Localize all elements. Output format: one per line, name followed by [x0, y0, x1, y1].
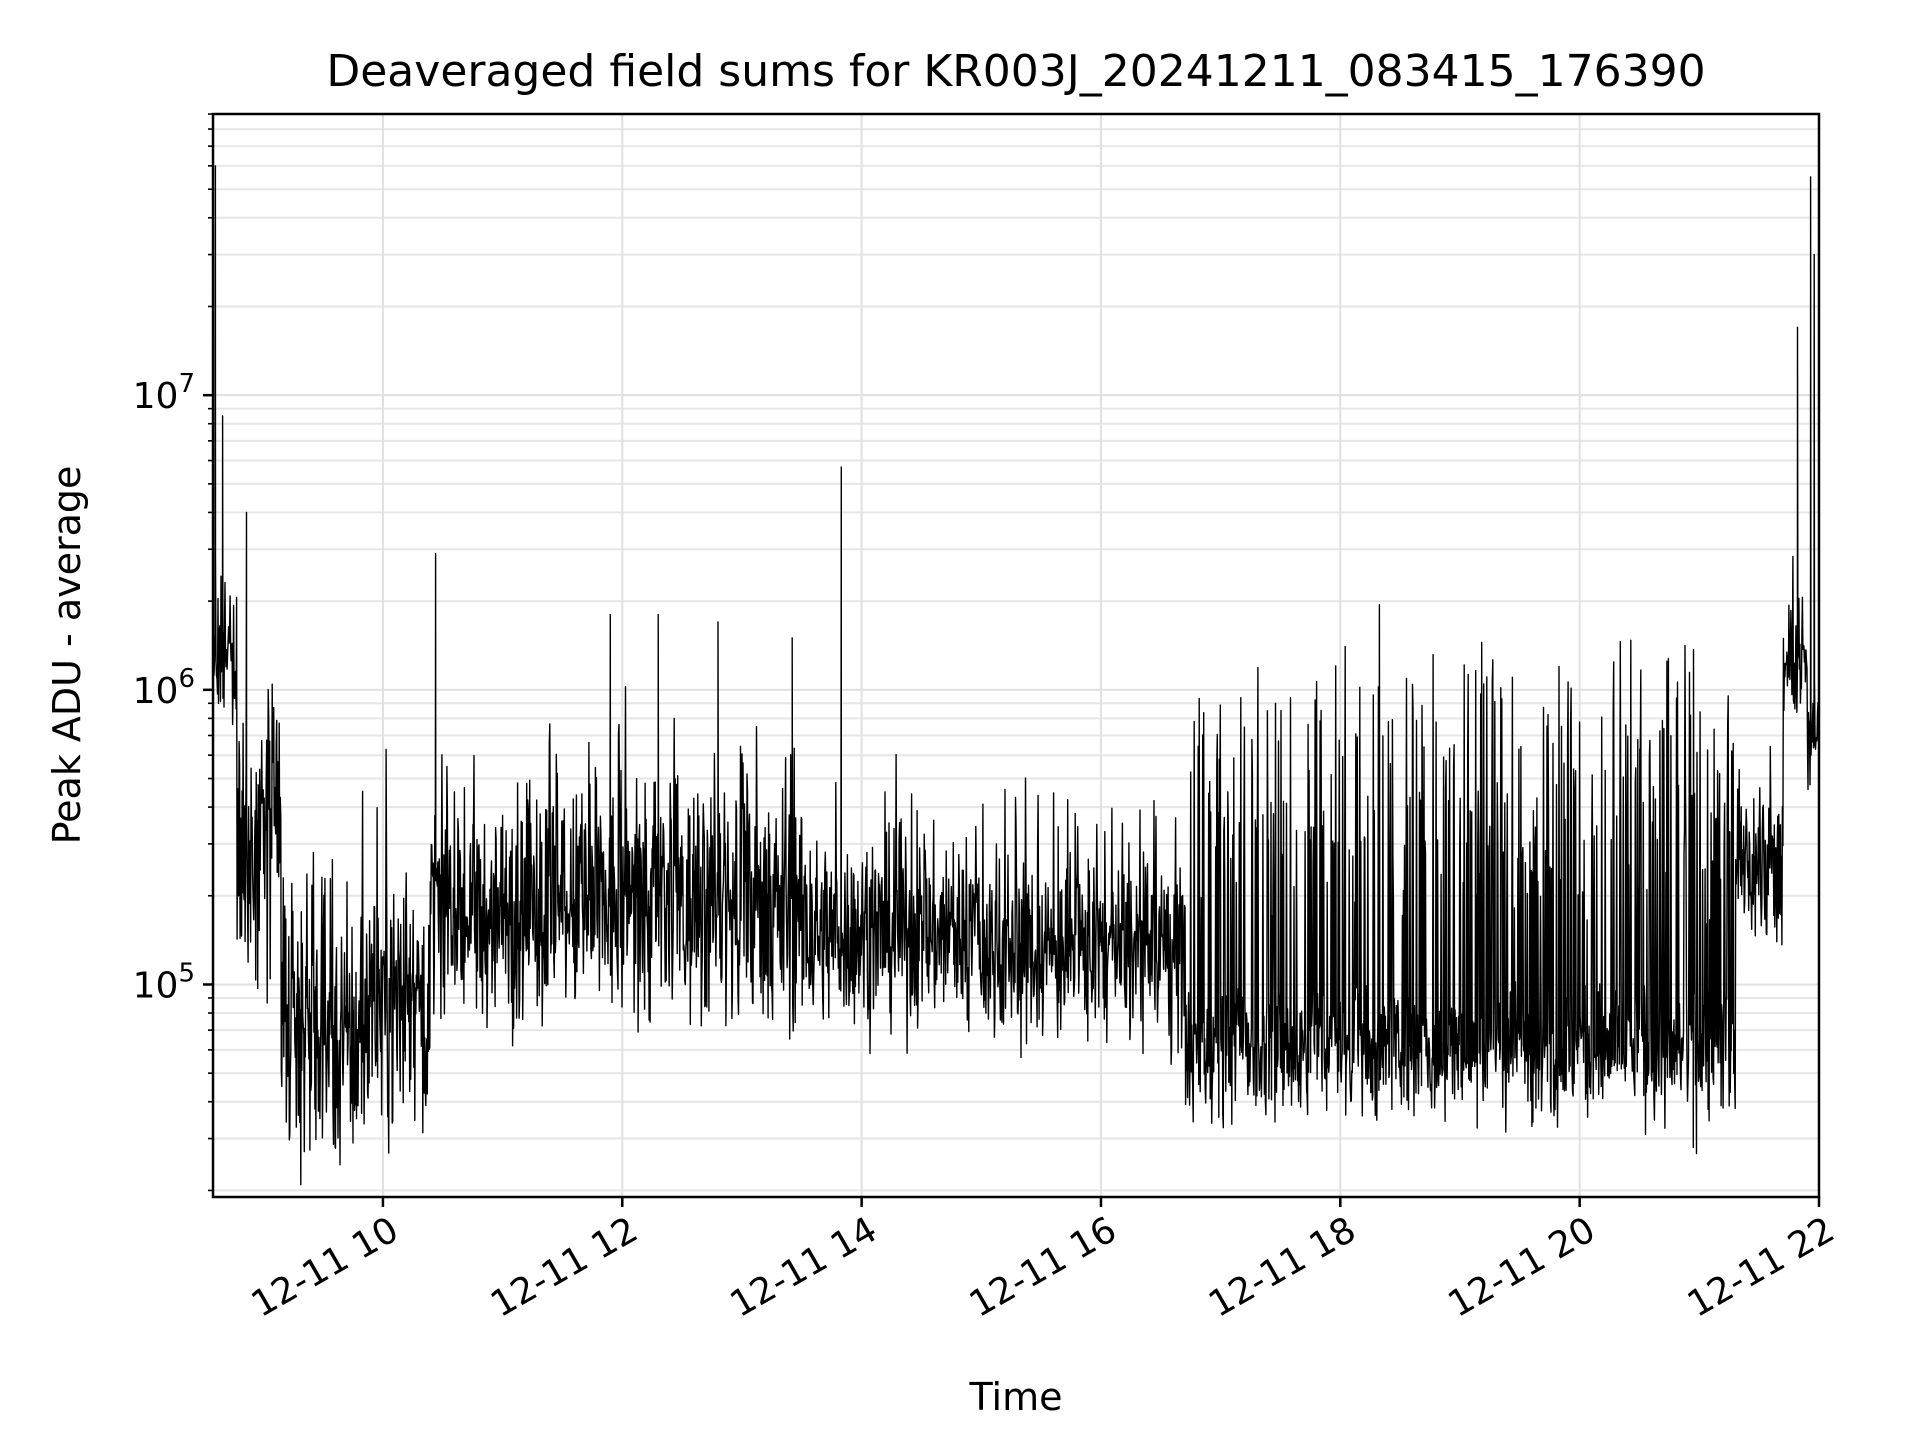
y-axis: 105 106 107: [133, 113, 213, 1192]
x-tick-label: 12-11 16: [963, 1209, 1124, 1325]
y-tick-label: 105: [133, 958, 195, 1006]
x-tick-label: 12-11 22: [1681, 1209, 1842, 1325]
y-tick-label: 106: [133, 664, 195, 712]
series-line: [212, 165, 1820, 1186]
grid: [213, 113, 1820, 1197]
x-tick-label: 12-11 18: [1202, 1209, 1363, 1325]
x-tick-label: 12-11 14: [723, 1209, 884, 1325]
x-tick-label: 12-11 20: [1441, 1209, 1602, 1325]
y-tick-label: 107: [133, 369, 195, 417]
chart-title: Deaveraged field sums for KR003J_2024121…: [326, 46, 1705, 97]
x-tick-label: 12-11 12: [484, 1209, 645, 1325]
x-tick-label: 12-11 10: [245, 1209, 406, 1325]
x-axis: 12-11 10 12-11 12 12-11 14 12-11 16 12-11 18…: [245, 1197, 1842, 1326]
plot-frame: [211, 112, 1821, 1199]
plot-area: [212, 165, 1820, 1186]
y-axis-label: Peak ADU - average: [45, 466, 89, 845]
x-axis-label: Time: [969, 1375, 1063, 1419]
